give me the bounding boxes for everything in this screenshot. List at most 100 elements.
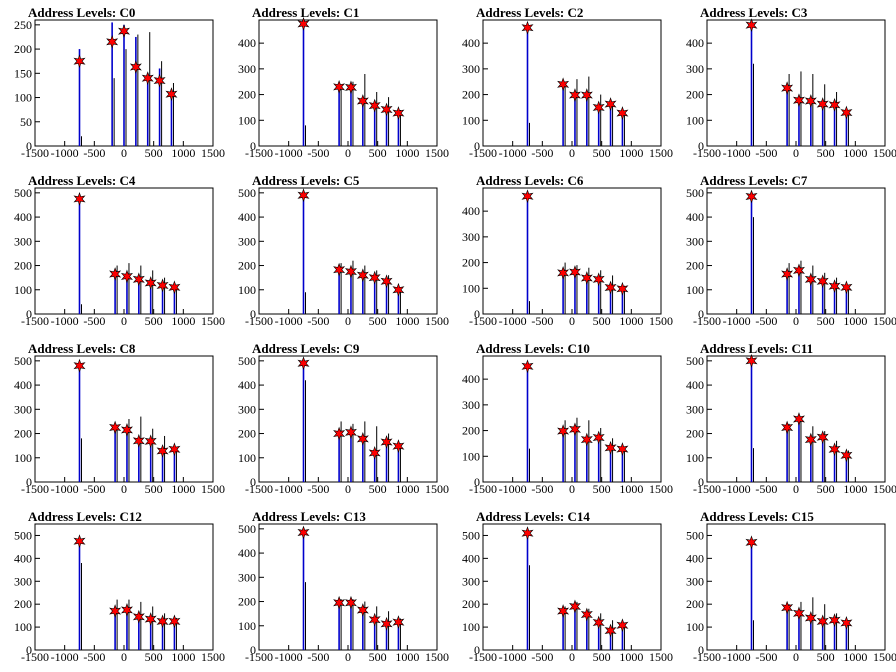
- star-marker: [144, 434, 157, 449]
- x-tick-label: -1500: [693, 482, 721, 496]
- plot-frame: [258, 355, 438, 483]
- y-tick-label: 500: [14, 528, 32, 542]
- star-marker: [840, 448, 853, 463]
- chart-panel: Address Levels: C0 0 50 100 150 200 250 -1500 -1…: [0, 0, 225, 168]
- star-marker: [804, 432, 817, 447]
- x-tick-label: -1000: [275, 650, 303, 664]
- star-marker: [840, 105, 853, 120]
- star-marker: [132, 609, 145, 624]
- x-tick-label: -1500: [245, 650, 273, 664]
- y-tick-label: 500: [238, 522, 256, 536]
- x-tick-label: 0: [345, 650, 351, 664]
- y-tick-label: 0: [698, 139, 704, 153]
- x-tick-label: 1000: [395, 314, 419, 328]
- x-tick-label: 1500: [873, 314, 896, 328]
- star-marker: [344, 595, 357, 610]
- y-tick-label: 100: [14, 620, 32, 634]
- y-tick-label: 500: [686, 354, 704, 368]
- y-tick-label: 0: [250, 139, 256, 153]
- y-tick-label: 400: [686, 36, 704, 50]
- x-tick-label: 1000: [843, 314, 867, 328]
- star-marker: [592, 615, 605, 630]
- plot-frame: [258, 187, 438, 315]
- star-marker: [781, 81, 794, 96]
- star-marker: [604, 623, 617, 638]
- x-tick-label: 0: [793, 650, 799, 664]
- plot-frame: [258, 523, 438, 651]
- x-tick-label: -1500: [469, 650, 497, 664]
- star-marker: [156, 614, 169, 629]
- star-marker: [557, 604, 570, 618]
- chart-plot: 0 100 200 300 400 500 -1500 -1000 -500 0 500 1000 15…: [14, 186, 225, 328]
- star-marker: [521, 359, 534, 374]
- chart-panel: Address Levels: C4 0 100 200 300 400 500 -1500-…: [0, 168, 225, 336]
- star-marker: [73, 191, 86, 206]
- x-tick-label: 1000: [843, 482, 867, 496]
- star-marker: [840, 280, 853, 295]
- y-tick-label: 500: [238, 354, 256, 368]
- x-tick-label: 1000: [395, 482, 419, 496]
- chart-plot: 0 100 200 300 400 500 -1500 -1000 -500 0 500 1000 15…: [238, 186, 449, 328]
- chart-plot: 0 100 200 300 400 500 -1500 -1000 -500 0 500 1000 15…: [686, 523, 896, 664]
- star-marker: [141, 71, 154, 86]
- y-tick-label: 300: [14, 402, 32, 416]
- x-tick-label: 1000: [843, 146, 867, 160]
- star-marker: [109, 267, 122, 281]
- star-marker: [168, 280, 181, 295]
- x-tick-label: -1000: [51, 146, 79, 160]
- y-tick-label: 100: [14, 451, 32, 465]
- star-marker: [368, 612, 381, 627]
- x-tick-label: -1000: [51, 650, 79, 664]
- y-tick-label: 100: [238, 619, 256, 633]
- y-tick-label: 300: [238, 570, 256, 584]
- x-tick-label: 1000: [619, 650, 643, 664]
- y-tick-label: 200: [686, 427, 704, 441]
- star-marker: [392, 615, 405, 630]
- y-tick-label: 200: [462, 424, 480, 438]
- chart-panel: Address Levels: C6 0 100 200 300 400 -1500 -100…: [448, 168, 673, 336]
- chart-plot: 0 100 200 300 400 -1500 -1000 -500 0 500 1000 1500: [462, 187, 673, 328]
- x-tick-label: 500: [817, 482, 835, 496]
- x-tick-label: -1500: [21, 482, 49, 496]
- y-tick-label: 100: [686, 620, 704, 634]
- x-tick-label: -1500: [245, 146, 273, 160]
- y-tick-label: 100: [462, 113, 480, 127]
- chart-panel: Address Levels: C7 0 100 200 300 400 500 -1500-…: [672, 168, 896, 336]
- x-tick-label: 0: [793, 146, 799, 160]
- y-tick-label: 500: [14, 354, 32, 368]
- star-marker: [165, 87, 178, 102]
- x-tick-label: -500: [307, 650, 329, 664]
- y-tick-label: 0: [26, 643, 32, 657]
- chart-plot: 0 50 100 150 200 250 -1500 -1000 -500 0 500 1000 150…: [14, 18, 225, 160]
- y-tick-label: 100: [686, 283, 704, 297]
- star-marker: [297, 525, 310, 540]
- x-tick-label: -500: [531, 314, 553, 328]
- star-marker: [745, 18, 758, 33]
- x-tick-label: 1000: [171, 482, 195, 496]
- x-tick-label: 0: [793, 314, 799, 328]
- y-tick-label: 100: [462, 281, 480, 295]
- star-marker: [816, 274, 829, 289]
- y-tick-label: 0: [474, 643, 480, 657]
- x-tick-label: 500: [817, 650, 835, 664]
- chart-title: Address Levels: C8: [28, 341, 136, 356]
- y-tick-label: 200: [686, 597, 704, 611]
- y-tick-label: 200: [462, 88, 480, 102]
- chart-title: Address Levels: C13: [252, 509, 366, 524]
- x-tick-label: 500: [369, 650, 387, 664]
- star-marker: [557, 424, 570, 439]
- chart-title: Address Levels: C7: [700, 173, 808, 188]
- y-tick-label: 100: [686, 113, 704, 127]
- y-tick-label: 0: [250, 307, 256, 321]
- star-marker: [580, 88, 593, 103]
- star-marker: [816, 430, 829, 445]
- x-tick-label: -500: [307, 482, 329, 496]
- chart-panel: Address Levels: C13 0 100 200 300 400 500 -1500…: [224, 504, 449, 672]
- star-marker: [792, 412, 805, 426]
- chart-plot: 0 100 200 300 400 500 -1500 -1000 -500 0 500 1000 15…: [14, 354, 225, 496]
- chart-panel: Address Levels: C9 0 100 200 300 400 500 -1500-…: [224, 336, 449, 504]
- y-tick-label: 400: [238, 36, 256, 50]
- star-marker: [804, 272, 817, 287]
- y-tick-label: 300: [238, 234, 256, 248]
- chart-panel: Address Levels: C10 0 100 200 300 400 -1500 -10…: [448, 336, 673, 504]
